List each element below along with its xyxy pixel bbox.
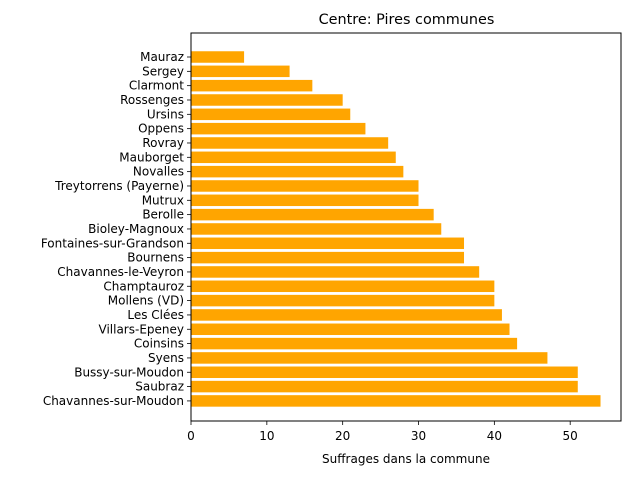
bar (191, 309, 502, 321)
y-tick-label: Chavannes-sur-Moudon (43, 394, 184, 408)
y-tick-label: Novalles (133, 165, 184, 179)
bar (191, 337, 518, 350)
bar (191, 380, 578, 393)
y-tick-label: Les Clées (127, 308, 184, 322)
y-tick-label: Ursins (147, 107, 184, 121)
y-tick-label: Bussy-sur-Moudon (74, 365, 184, 379)
x-tick-label: 20 (335, 429, 350, 443)
x-tick-label: 0 (187, 429, 195, 443)
bar (191, 94, 343, 106)
bar (191, 151, 396, 164)
x-tick-label: 10 (259, 429, 274, 443)
x-tick-label: 40 (487, 429, 502, 443)
y-tick-label: Mauborget (119, 150, 184, 164)
y-tick-label: Bournens (127, 251, 184, 265)
bar (191, 266, 480, 278)
y-tick-label: Rossenges (120, 93, 184, 107)
bar (191, 194, 419, 207)
x-tick-label: 50 (563, 429, 578, 443)
x-tick-label: 30 (411, 429, 426, 443)
x-axis: 0 10 20 30 40 50 (187, 421, 578, 443)
y-tick-label: Champtauroz (103, 279, 184, 293)
plot-frame (190, 32, 622, 422)
y-tick-label: Berolle (142, 208, 184, 222)
y-tick-label: Bioley-Magnoux (88, 222, 184, 236)
chart-title: Centre: Pires communes (319, 12, 495, 28)
y-tick-label: Mollens (VD) (108, 294, 184, 308)
bar (191, 137, 389, 149)
bar (191, 122, 366, 135)
y-tick-label: Treytorrens (Payerne) (54, 179, 184, 193)
bar (191, 280, 495, 293)
y-tick-label: Fontaines-sur-Grandson (41, 236, 184, 250)
y-tick-label: Coinsins (134, 337, 184, 351)
bar (191, 395, 601, 407)
bars-group (191, 51, 601, 407)
y-tick-label: Villars-Epeney (99, 322, 185, 336)
bar (191, 79, 313, 92)
bar (191, 323, 510, 336)
bar (191, 65, 290, 78)
bar (191, 208, 434, 221)
bar (191, 180, 419, 192)
y-tick-label: Mutrux (142, 193, 184, 207)
x-axis-label: Suffrages dans la commune (322, 452, 490, 466)
y-tick-label: Saubraz (135, 380, 184, 394)
y-tick-label: Oppens (138, 122, 184, 136)
bar (191, 108, 351, 121)
y-axis: MaurazSergeyClarmontRossengesUrsinsOppen… (41, 50, 191, 408)
y-tick-label: Syens (148, 351, 184, 365)
y-tick-label: Chavannes-le-Veyron (57, 265, 184, 279)
bar (191, 223, 442, 235)
bar (191, 51, 245, 63)
y-tick-label: Mauraz (140, 50, 184, 64)
bar (191, 237, 465, 250)
bar (191, 366, 578, 379)
y-tick-label: Sergey (142, 64, 184, 78)
y-tick-label: Rovray (142, 136, 184, 150)
bar (191, 352, 548, 364)
y-tick-label: Clarmont (129, 79, 184, 93)
bar (191, 165, 404, 178)
bar (191, 251, 465, 264)
bar (191, 294, 495, 307)
